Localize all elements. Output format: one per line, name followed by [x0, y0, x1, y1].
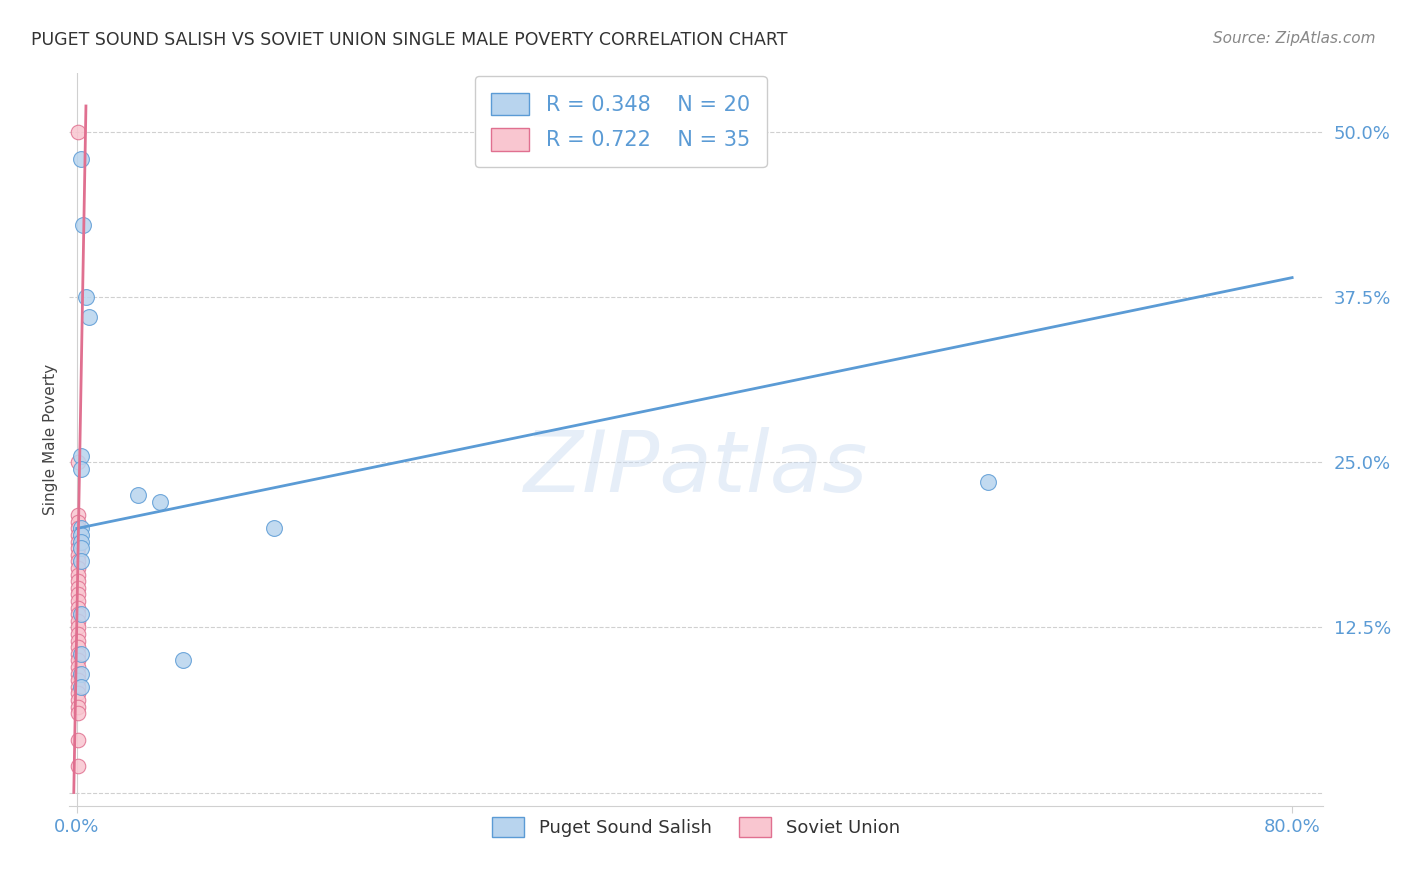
Point	[67, 125, 90, 139]
Point	[977, 475, 1000, 490]
Point	[67, 561, 90, 575]
Point	[67, 699, 90, 714]
Point	[75, 290, 97, 304]
Point	[67, 693, 90, 707]
Point	[263, 521, 285, 535]
Point	[70, 152, 93, 166]
Point	[67, 640, 90, 655]
Point	[67, 548, 90, 562]
Point	[70, 521, 93, 535]
Point	[67, 581, 90, 595]
Point	[67, 653, 90, 667]
Point	[70, 647, 93, 661]
Point	[67, 554, 90, 568]
Point	[67, 686, 90, 700]
Point	[67, 587, 90, 601]
Point	[149, 495, 172, 509]
Text: ZIPatlas: ZIPatlas	[524, 427, 868, 510]
Point	[67, 627, 90, 641]
Point	[67, 455, 90, 469]
Point	[70, 554, 93, 568]
Point	[67, 732, 90, 747]
Point	[67, 607, 90, 622]
Point	[67, 647, 90, 661]
Point	[70, 541, 93, 556]
Point	[67, 567, 90, 582]
Point	[67, 706, 90, 721]
Point	[70, 666, 93, 681]
Point	[67, 541, 90, 556]
Point	[127, 488, 149, 502]
Y-axis label: Single Male Poverty: Single Male Poverty	[44, 364, 58, 515]
Point	[67, 515, 90, 529]
Text: Source: ZipAtlas.com: Source: ZipAtlas.com	[1212, 31, 1375, 46]
Point	[67, 574, 90, 589]
Point	[70, 449, 93, 463]
Point	[67, 633, 90, 648]
Point	[67, 614, 90, 628]
Point	[67, 594, 90, 608]
Point	[67, 666, 90, 681]
Point	[72, 218, 94, 232]
Point	[67, 620, 90, 634]
Point	[70, 534, 93, 549]
Point	[67, 759, 90, 773]
Point	[67, 521, 90, 535]
Point	[67, 673, 90, 688]
Point	[67, 508, 90, 523]
Text: PUGET SOUND SALISH VS SOVIET UNION SINGLE MALE POVERTY CORRELATION CHART: PUGET SOUND SALISH VS SOVIET UNION SINGL…	[31, 31, 787, 49]
Point	[77, 310, 100, 325]
Point	[67, 600, 90, 615]
Point	[67, 528, 90, 542]
Point	[67, 534, 90, 549]
Legend: Puget Sound Salish, Soviet Union: Puget Sound Salish, Soviet Union	[485, 810, 907, 845]
Point	[67, 680, 90, 694]
Point	[70, 680, 93, 694]
Point	[70, 607, 93, 622]
Point	[70, 528, 93, 542]
Point	[67, 660, 90, 674]
Point	[172, 653, 194, 667]
Point	[70, 462, 93, 476]
